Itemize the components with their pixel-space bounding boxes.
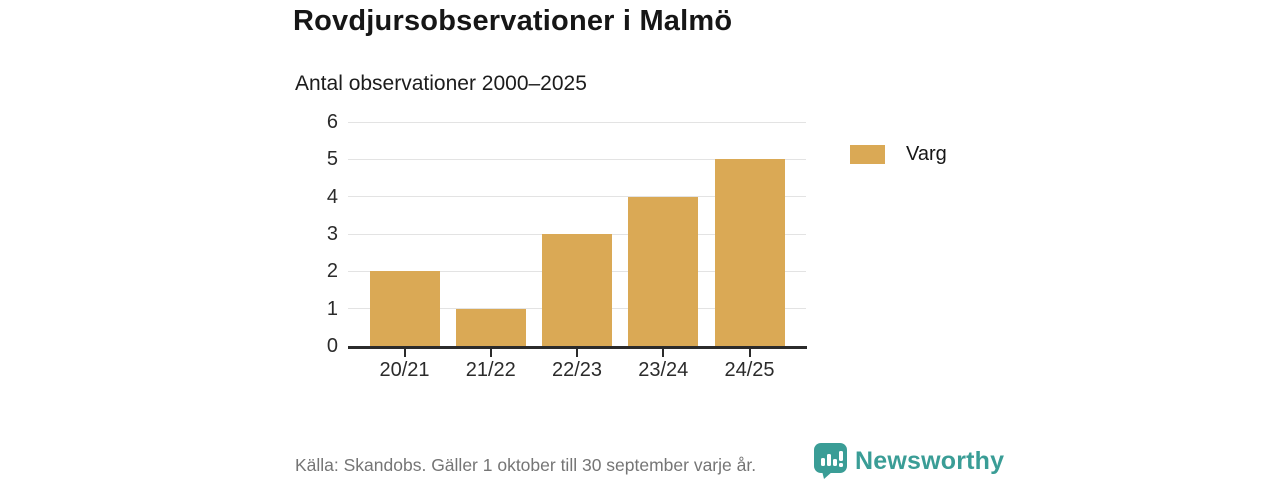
gridline-4 [348,196,806,198]
brand-logo: Newsworthy [814,443,1004,479]
plot-area: 0 1 2 3 4 5 6 [327,112,806,356]
y-axis-tick-label-3: 3 [326,223,338,245]
x-axis-label-24/25: 24/25 [724,359,775,381]
x-axis-tick-24/25 [748,349,751,357]
legend-swatch-varg [850,145,885,164]
y-axis-tick-label-1: 1 [326,297,338,320]
x-axis-tick-23/24 [662,349,665,357]
bar-20/21 [369,271,440,346]
x-axis-tick-21/22 [489,349,492,357]
y-axis-tick-label-6: 6 [326,111,338,133]
bar-21/22 [455,308,526,346]
x-axis-label-21/22: 21/22 [465,359,516,381]
y-axis-tick-label-0: 0 [326,335,338,357]
newsworthy-logo-icon [814,443,847,479]
y-axis-tick-label-5: 5 [326,148,338,171]
x-axis-label-23/24: 23/24 [638,359,689,381]
x-axis-label-20/21: 20/21 [379,359,430,381]
source-note: Källa: Skandobs. Gäller 1 oktober till 3… [295,455,757,475]
bar-24/25 [714,159,785,346]
y-axis-tick-label-2: 2 [326,260,338,283]
chart-title: Rovdjursobservationer i Malmö [293,5,733,37]
legend: Varg [850,143,947,166]
y-axis-tick-label-4: 4 [326,185,338,208]
x-axis-tick-20/21 [403,349,406,357]
gridline-6 [348,121,806,123]
chart-subtitle: Antal observationer 2000–2025 [295,72,587,95]
bar-22/23 [542,234,612,346]
legend-label-varg: Varg [906,143,947,165]
brand-name: Newsworthy [855,446,1005,475]
bar-23/24 [628,196,699,346]
x-axis-tick-22/23 [576,349,578,357]
gridline-5 [348,158,806,160]
x-axis-label-22/23: 22/23 [551,359,603,381]
x-axis-line [348,346,807,349]
